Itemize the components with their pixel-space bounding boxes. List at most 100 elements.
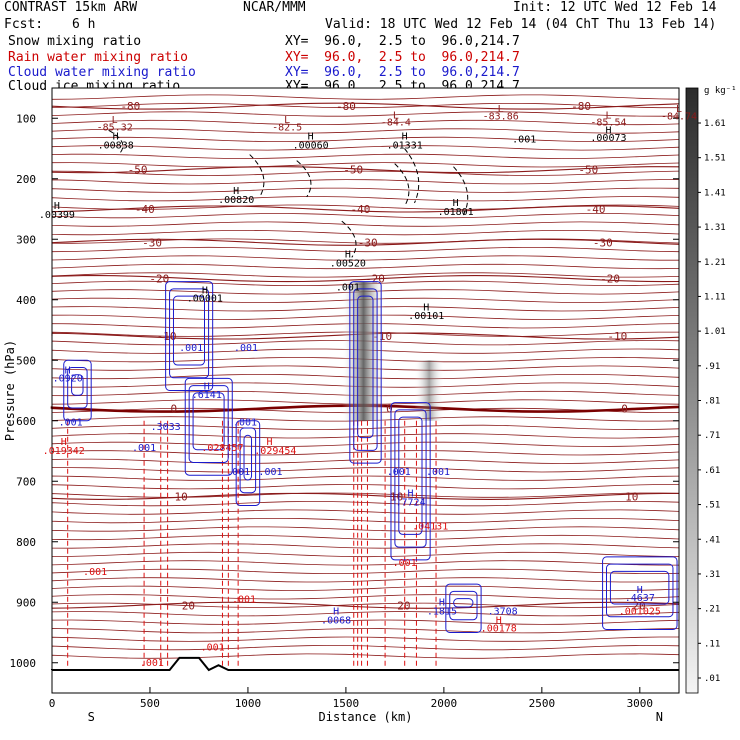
- temperature-isotherm: [51, 568, 680, 575]
- extremum-label: L: [284, 115, 290, 126]
- temperature-isotherm: [51, 492, 680, 498]
- extremum-label: .001: [83, 567, 107, 578]
- temperature-contour-label: 0: [386, 403, 393, 416]
- temperature-isotherm: [51, 543, 680, 549]
- temperature-isotherm: [51, 475, 680, 481]
- cloud-water-contour: [602, 556, 678, 630]
- temperature-isotherm: [51, 102, 679, 109]
- extremum-label: H: [345, 249, 351, 260]
- temperature-isotherm: [51, 585, 680, 591]
- extremum-label: .001: [232, 594, 256, 605]
- temperature-isotherm: [51, 534, 680, 541]
- temperature-contour-label: 20: [632, 599, 645, 612]
- temperature-isotherm: [51, 450, 680, 456]
- field-xy-snow: XY= 96.0, 2.5 to 96.0,214.7: [285, 34, 520, 49]
- y-tick-label: 500: [16, 354, 36, 367]
- temperature-isotherm: [51, 517, 680, 524]
- extremum-label: H: [605, 125, 611, 136]
- field-xy-cloud-water: XY= 96.0, 2.5 to 96.0,214.7: [285, 65, 520, 80]
- temperature-contour-label: 0: [621, 403, 628, 416]
- temperature-contour-label: 0: [171, 403, 178, 416]
- temperature-isotherm: [51, 619, 680, 625]
- field-xy-rain: XY= 96.0, 2.5 to 96.0,214.7: [285, 50, 520, 65]
- extremum-label: .00820: [218, 195, 254, 206]
- x-tick-label: 500: [140, 697, 160, 710]
- x-tick-label: 0: [49, 697, 56, 710]
- y-tick-label: 100: [16, 112, 36, 125]
- temperature-contour: [51, 238, 680, 246]
- temperature-isotherm: [51, 246, 680, 253]
- extremum-label: L: [676, 104, 682, 115]
- temperature-contour-label: 20: [182, 599, 195, 612]
- temperature-isotherm: [51, 611, 680, 617]
- x-tick-label: 1000: [235, 697, 262, 710]
- temperature-isotherm: [51, 484, 679, 490]
- extremum-label: -83.86: [483, 111, 519, 122]
- temperature-isotherm: [51, 416, 680, 422]
- cloud-water-contour: [449, 590, 478, 621]
- temperature-isotherm: [51, 636, 679, 642]
- extremum-label: .001: [512, 134, 536, 145]
- temperature-contour-label: -50: [578, 164, 598, 177]
- colorbar-scale: [685, 87, 699, 694]
- snow-contour: [296, 160, 312, 198]
- temperature-isotherm: [51, 441, 680, 447]
- extremum-label: .019342: [43, 446, 85, 457]
- field-name-rain: Rain water mixing ratio: [8, 50, 189, 65]
- temperature-isotherm: [51, 221, 680, 227]
- temperature-contour-label: -30: [142, 236, 162, 249]
- temperature-isotherm: [51, 644, 680, 651]
- cloud-water-contour: [192, 392, 225, 451]
- cloud-water-contour: [390, 402, 431, 561]
- extremum-label: .4637: [625, 593, 655, 604]
- y-tick-label: 1000: [10, 657, 37, 670]
- cloud-water-contour: [172, 295, 206, 366]
- extremum-label: H: [496, 615, 502, 626]
- temperature-contour: [51, 205, 680, 213]
- temperature-contour-label: -10: [157, 330, 177, 343]
- y-tick-label: 800: [16, 536, 36, 549]
- colorbar-level-label: .61: [704, 466, 720, 476]
- forecast-hour: 6 h: [72, 17, 96, 32]
- extremum-label: H: [202, 286, 208, 297]
- colorbar-level-label: .91: [704, 362, 720, 372]
- model-title: CONTRAST 15km ARW: [4, 0, 138, 15]
- extremum-label: .001025: [619, 606, 661, 617]
- extremum-label: .0068: [321, 615, 351, 626]
- temperature-contour-label: 20: [397, 599, 410, 612]
- colorbar-level-label: .51: [704, 501, 720, 511]
- temperature-contour-label: -40: [586, 203, 606, 216]
- extremum-label: H: [333, 606, 339, 617]
- extremum-label: .001: [258, 467, 282, 478]
- south-end-label: S: [88, 710, 95, 724]
- colorbar-level-label: 1.61: [704, 119, 726, 129]
- y-tick-label: 900: [16, 596, 36, 609]
- extremum-label: -84.74: [661, 111, 697, 122]
- temperature-isotherm: [51, 560, 679, 566]
- cloud-water-contour: [169, 288, 210, 379]
- cloud-water-contour: [445, 583, 482, 633]
- x-tick-label: 2500: [529, 697, 556, 710]
- temperature-contour-label: -50: [343, 164, 363, 177]
- temperature-contour-label: -80: [571, 100, 591, 113]
- extremum-label: L: [393, 110, 399, 121]
- extremum-label: H: [308, 131, 314, 142]
- temperature-isotherm: [51, 196, 680, 202]
- extremum-label: H: [408, 488, 414, 499]
- cloud-water-contour: [609, 570, 670, 605]
- cloud-water-contour: [398, 416, 423, 535]
- extremum-label: .0920: [53, 373, 83, 384]
- extremum-label: H: [54, 201, 60, 212]
- colorbar-level-label: 1.11: [704, 292, 726, 302]
- x-tick-label: 2000: [431, 697, 458, 710]
- x-tick-label: 3000: [627, 697, 654, 710]
- extremum-label: -84.4: [381, 118, 411, 129]
- colorbar-level-label: .71: [704, 431, 720, 441]
- colorbar-level-label: 1.01: [704, 327, 726, 337]
- temperature-isotherm: [51, 577, 680, 583]
- cloud-water-contour: [349, 281, 382, 464]
- snow-contour: [341, 220, 357, 258]
- extremum-label: .3708: [488, 606, 518, 617]
- y-tick-label: 400: [16, 294, 36, 307]
- temperature-isotherm: [51, 255, 679, 261]
